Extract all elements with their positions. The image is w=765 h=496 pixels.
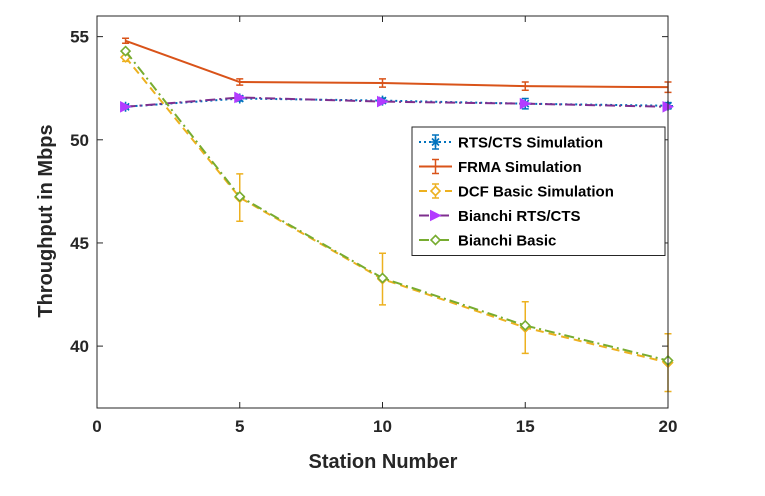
legend-marker	[430, 137, 441, 147]
legend-label: Bianchi RTS/CTS	[458, 208, 581, 225]
legend-box	[411, 126, 666, 256]
legend-item: Bianchi Basic	[419, 233, 556, 250]
legend-item: RTS/CTS Simulation	[419, 134, 603, 152]
data-point	[519, 97, 532, 110]
data-point	[119, 45, 132, 57]
data-point	[376, 272, 389, 284]
data-point	[377, 95, 389, 108]
legend-label: RTS/CTS Simulation	[458, 135, 603, 152]
data-point	[519, 319, 531, 332]
series-marks	[119, 37, 675, 393]
legend-label: DCF Basic Simulation	[458, 184, 614, 201]
error-bar	[521, 81, 529, 92]
x-axis-title: Station Number	[309, 451, 458, 473]
legend-marker	[430, 209, 442, 222]
x-tick-label: 0	[92, 417, 101, 436]
x-tick-label: 10	[373, 417, 392, 436]
y-tick-label: 50	[70, 131, 89, 150]
error-bar	[379, 78, 386, 88]
error-bar	[236, 78, 244, 86]
legend: RTS/CTS Simulation FRMA Simulation DCF Bas…	[411, 126, 666, 256]
legend-label: Bianchi Basic	[458, 233, 556, 250]
series-line	[125, 97, 669, 108]
y-tick-label: 55	[70, 28, 89, 47]
x-tick-label: 5	[235, 417, 244, 436]
data-point	[120, 100, 132, 113]
y-tick-label: 40	[70, 337, 89, 356]
data-point	[234, 190, 246, 203]
y-axis-title: Throughput in Mbps	[35, 124, 57, 317]
legend-error-swatch	[432, 158, 439, 175]
data-point	[234, 91, 246, 104]
error-bar	[122, 37, 130, 44]
legend-item: DCF Basic Simulation	[419, 183, 614, 201]
legend-label: FRMA Simulation	[458, 159, 582, 176]
y-tick-label: 45	[70, 234, 89, 253]
axes: 0 5 10 15 20 40 45 50 55	[70, 15, 678, 436]
x-tick-label: 20	[659, 417, 678, 436]
legend-item: FRMA Simulation	[419, 158, 582, 176]
legend-marker	[429, 185, 442, 197]
legend-marker	[429, 234, 442, 246]
legend-item: Bianchi RTS/CTS	[419, 208, 581, 225]
series-line	[125, 96, 669, 108]
x-tick-label: 15	[516, 417, 535, 436]
